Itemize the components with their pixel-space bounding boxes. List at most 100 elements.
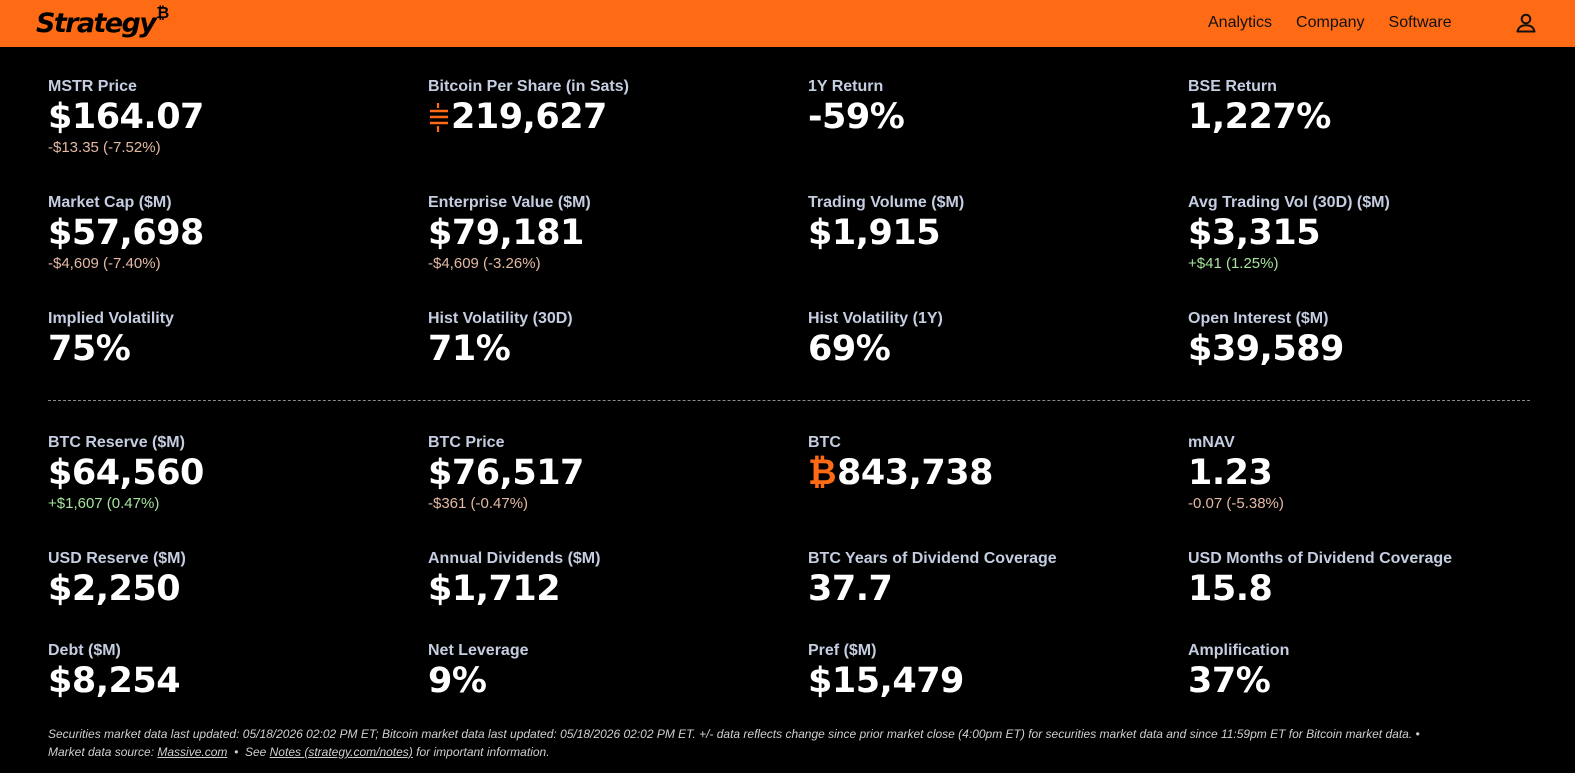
metric-bse-return: BSE Return 1,227% (1188, 77, 1568, 193)
metric-label: Open Interest ($M) (1188, 310, 1329, 327)
metric-value: $8,254 (48, 661, 181, 701)
metric-mnav: mNAV 1.23 -0.07 (-5.38%) (1188, 433, 1568, 549)
metric-change: -$4,609 (-7.40%) (48, 255, 161, 272)
metric-label: BSE Return (1188, 78, 1277, 95)
disclaimer-line-2: Market data source: Massive.com • See No… (48, 743, 1538, 761)
metric-label: BTC Price (428, 434, 505, 451)
metric-value: 1,227% (1188, 97, 1331, 137)
metric-value: 37% (1188, 661, 1271, 701)
metric-value: 71% (428, 329, 511, 369)
sats-icon (428, 99, 448, 135)
metric-value: 69% (808, 329, 891, 369)
metric-change: -$4,609 (-3.26%) (428, 255, 541, 272)
metric-change: +$1,607 (0.47%) (48, 495, 160, 512)
metric-label: BTC Reserve ($M) (48, 434, 185, 451)
market-data-disclaimer: Securities market data last updated: 05/… (48, 725, 1538, 761)
metric-value: $39,589 (1188, 329, 1344, 369)
metric-value: $164.07 (48, 97, 204, 137)
metric-net-leverage: Net Leverage 9% (428, 641, 808, 733)
metric-value: $15,479 (808, 661, 964, 701)
metric-label: Amplification (1188, 642, 1290, 659)
metric-value: 75% (48, 329, 131, 369)
metric-label: 1Y Return (808, 78, 884, 95)
bitcoin-logo-mark: ₿ (156, 3, 170, 22)
user-icon[interactable] (1515, 12, 1537, 34)
metric-btc-years-dividend-coverage: BTC Years of Dividend Coverage 37.7 (808, 549, 1188, 641)
metric-1y-return: 1Y Return -59% (808, 77, 1188, 193)
nav-software[interactable]: Software (1388, 14, 1452, 31)
metric-hist-volatility-30d: Hist Volatility (30D) 71% (428, 309, 808, 425)
metric-label: Trading Volume ($M) (808, 194, 965, 211)
metric-label: MSTR Price (48, 78, 137, 95)
notes-link[interactable]: Notes (strategy.com/notes) (269, 745, 413, 759)
metric-value: $79,181 (428, 213, 584, 253)
metric-bitcoin-per-share: Bitcoin Per Share (in Sats) 219,627 (428, 77, 808, 193)
metric-value: 37.7 (808, 569, 893, 609)
metric-value: -59% (808, 97, 905, 137)
metric-open-interest: Open Interest ($M) $39,589 (1188, 309, 1568, 425)
metric-trading-volume: Trading Volume ($M) $1,915 (808, 193, 1188, 309)
sats-icon-svg (430, 103, 448, 132)
metric-change: -0.07 (-5.38%) (1188, 495, 1284, 512)
metric-value: $1,915 (808, 213, 941, 253)
source-prefix: Market data source: (48, 745, 158, 759)
separator-text: • See (227, 745, 270, 759)
metric-change: -$361 (-0.47%) (428, 495, 529, 512)
metric-value: 15.8 (1188, 569, 1273, 609)
notes-suffix: for important information. (412, 745, 550, 759)
metric-label: BTC Years of Dividend Coverage (808, 550, 1057, 567)
metric-value: 843,738 (837, 453, 993, 493)
metric-usd-months-dividend-coverage: USD Months of Dividend Coverage 15.8 (1188, 549, 1568, 641)
metric-amplification: Amplification 37% (1188, 641, 1568, 733)
metric-label: Annual Dividends ($M) (428, 550, 601, 567)
nav-analytics[interactable]: Analytics (1208, 14, 1273, 31)
metric-btc-reserve: BTC Reserve ($M) $64,560 +$1,607 (0.47%) (48, 433, 428, 549)
metric-label: BTC (808, 434, 841, 451)
disclaimer-line-1: Securities market data last updated: 05/… (48, 727, 1420, 741)
metric-label: Pref ($M) (808, 642, 877, 659)
metric-value: 9% (428, 661, 487, 701)
top-navigation-bar: Strategy ₿ Analytics Company Software (0, 0, 1575, 47)
logo-text: Strategy (36, 8, 157, 39)
metric-value: $1,712 (428, 569, 561, 609)
metric-value: 1.23 (1188, 453, 1273, 493)
bitcoin-icon: ₿ (808, 453, 837, 493)
metric-change: -$13.35 (-7.52%) (48, 139, 161, 156)
strategy-logo[interactable]: Strategy ₿ (36, 4, 169, 44)
metric-value: 219,627 (451, 97, 607, 137)
metric-value: $3,315 (1188, 213, 1321, 253)
metric-value: $2,250 (48, 569, 181, 609)
metric-hist-volatility-1y: Hist Volatility (1Y) 69% (808, 309, 1188, 425)
treasury-metrics-grid: BTC Reserve ($M) $64,560 +$1,607 (0.47%)… (48, 433, 1568, 733)
section-divider (48, 400, 1530, 401)
metric-label: Avg Trading Vol (30D) ($M) (1188, 194, 1390, 211)
metric-usd-reserve: USD Reserve ($M) $2,250 (48, 549, 428, 641)
metric-label: Debt ($M) (48, 642, 121, 659)
metric-label: Implied Volatility (48, 310, 174, 327)
main-nav: Analytics Company Software (1208, 14, 1452, 32)
metric-pref: Pref ($M) $15,479 (808, 641, 1188, 733)
metric-label: Enterprise Value ($M) (428, 194, 591, 211)
nav-company[interactable]: Company (1296, 14, 1365, 31)
metric-mstr-price: MSTR Price $164.07 -$13.35 (-7.52%) (48, 77, 428, 193)
metric-debt: Debt ($M) $8,254 (48, 641, 428, 733)
metric-avg-trading-vol: Avg Trading Vol (30D) ($M) $3,315 +$41 (… (1188, 193, 1568, 309)
massive-source-link[interactable]: Massive.com (157, 745, 228, 759)
metric-btc-holdings: BTC ₿ 843,738 (808, 433, 1188, 549)
metric-label: Market Cap ($M) (48, 194, 172, 211)
metric-label: USD Reserve ($M) (48, 550, 186, 567)
metric-label: Hist Volatility (1Y) (808, 310, 943, 327)
metric-value-wrap: ₿ 843,738 (808, 452, 1188, 494)
user-icon-svg (1516, 13, 1536, 33)
metric-annual-dividends: Annual Dividends ($M) $1,712 (428, 549, 808, 641)
metric-label: USD Months of Dividend Coverage (1188, 550, 1453, 567)
metric-value: $64,560 (48, 453, 204, 493)
metric-btc-price: BTC Price $76,517 -$361 (-0.47%) (428, 433, 808, 549)
metric-market-cap: Market Cap ($M) $57,698 -$4,609 (-7.40%) (48, 193, 428, 309)
metric-enterprise-value: Enterprise Value ($M) $79,181 -$4,609 (-… (428, 193, 808, 309)
metric-label: Net Leverage (428, 642, 529, 659)
metric-value: $57,698 (48, 213, 204, 253)
metric-label: Hist Volatility (30D) (428, 310, 573, 327)
metric-value: $76,517 (428, 453, 584, 493)
market-metrics-grid: MSTR Price $164.07 -$13.35 (-7.52%) Bitc… (48, 77, 1568, 425)
